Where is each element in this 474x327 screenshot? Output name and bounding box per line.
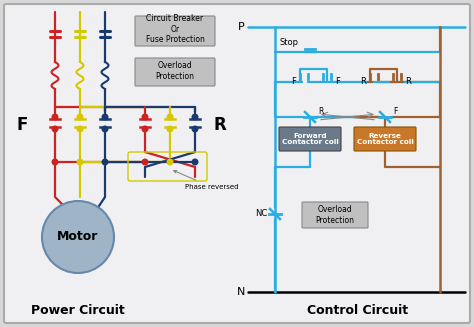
Circle shape <box>167 126 173 132</box>
FancyBboxPatch shape <box>4 4 470 323</box>
Text: F: F <box>291 77 296 87</box>
Text: Stop: Stop <box>280 38 299 47</box>
Text: NC: NC <box>255 210 267 218</box>
Circle shape <box>52 126 58 132</box>
Circle shape <box>192 159 198 165</box>
Text: P: P <box>238 22 245 32</box>
Circle shape <box>77 114 83 120</box>
Text: R: R <box>318 108 323 116</box>
Text: Overload
Protection: Overload Protection <box>155 61 194 81</box>
Text: R: R <box>214 116 227 134</box>
Text: Phase reversed: Phase reversed <box>173 170 238 190</box>
Text: Motor: Motor <box>57 231 99 244</box>
Circle shape <box>167 114 173 120</box>
Text: Overload
Protection: Overload Protection <box>316 205 355 225</box>
Text: Forward
Contactor coil: Forward Contactor coil <box>282 132 338 146</box>
FancyBboxPatch shape <box>279 127 341 151</box>
Circle shape <box>192 114 198 120</box>
Text: F: F <box>16 116 27 134</box>
Circle shape <box>102 114 108 120</box>
Text: Control Circuit: Control Circuit <box>308 304 409 318</box>
Circle shape <box>52 159 58 165</box>
Circle shape <box>77 126 83 132</box>
Circle shape <box>52 114 58 120</box>
Circle shape <box>142 126 148 132</box>
Text: Reverse
Contactor coil: Reverse Contactor coil <box>356 132 413 146</box>
FancyBboxPatch shape <box>135 58 215 86</box>
Circle shape <box>77 159 83 165</box>
Text: R: R <box>360 77 366 87</box>
Text: F: F <box>335 77 340 87</box>
Circle shape <box>102 159 108 165</box>
Circle shape <box>42 201 114 273</box>
FancyBboxPatch shape <box>135 16 215 46</box>
Circle shape <box>142 159 148 165</box>
FancyBboxPatch shape <box>354 127 416 151</box>
Circle shape <box>142 114 148 120</box>
Text: Power Circuit: Power Circuit <box>31 304 125 318</box>
Text: R: R <box>405 77 411 87</box>
Text: Circuit Breaker
Or
Fuse Protection: Circuit Breaker Or Fuse Protection <box>146 14 204 44</box>
Text: F: F <box>393 108 397 116</box>
Text: N: N <box>237 287 245 297</box>
FancyBboxPatch shape <box>302 202 368 228</box>
Circle shape <box>192 126 198 132</box>
Circle shape <box>167 159 173 165</box>
Circle shape <box>102 126 108 132</box>
